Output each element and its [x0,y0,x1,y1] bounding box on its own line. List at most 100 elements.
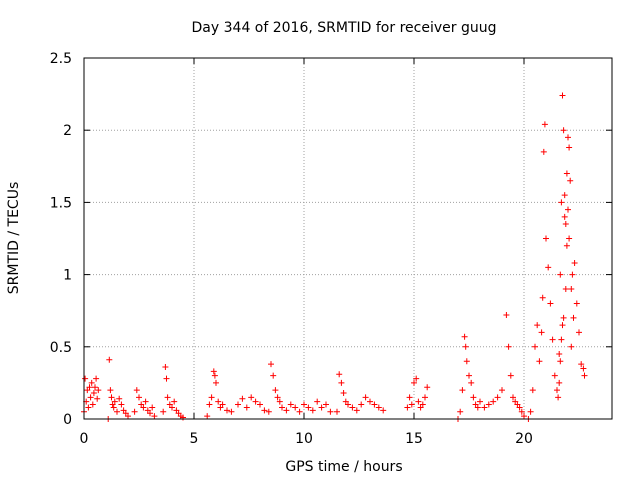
data-point [375,404,382,411]
x-tick-label: 0 [80,431,89,447]
data-point [252,398,259,405]
data-point [474,404,481,411]
data-point [459,387,466,394]
data-point [540,148,547,155]
data-point [93,375,100,382]
data-point [578,361,585,368]
plot-frame [83,57,613,420]
data-point [149,404,156,411]
data-point [243,404,250,411]
data-point [353,407,360,414]
data-point [499,387,505,394]
data-point [547,300,554,307]
data-point [556,379,563,386]
y-tick-label: 0 [63,412,72,428]
data-point [551,372,558,379]
data-point [301,401,307,408]
data-point [92,384,98,391]
data-point [569,271,576,278]
data-point [562,286,569,293]
data-point [566,144,573,151]
data-point [404,404,411,411]
data-point [151,413,158,420]
data-point [507,372,514,379]
data-point [505,343,512,350]
data-point [248,394,255,401]
data-point [215,398,222,405]
x-tick-label: 5 [190,431,199,447]
data-point [503,312,510,319]
data-point [565,134,571,141]
data-point [462,343,469,350]
data-point [580,365,587,372]
data-point [463,358,470,365]
data-point [180,414,186,421]
data-point [539,294,546,301]
data-point [380,407,387,414]
data-point [565,206,571,213]
data-point [272,387,279,394]
data-point [136,394,142,401]
data-point [309,407,316,414]
data-point [257,401,263,408]
data-point [470,394,477,401]
data-point [219,401,226,408]
data-point [296,408,303,415]
data-point [114,408,120,415]
data-point [532,343,538,350]
data-point [413,375,420,382]
data-point [538,329,545,336]
data-point [287,401,294,408]
data-point [162,364,169,371]
tick-labels: 0 5 10 15 20 0 0.5 1 1.5 2 2.5 [50,51,533,447]
data-point [171,398,178,405]
data-point [510,394,516,401]
data-point [559,322,566,329]
data-point [292,404,299,411]
data-point [559,92,566,99]
data-point [95,387,102,394]
data-point [477,398,483,405]
x-tick-label: 15 [405,431,423,447]
data-point [314,398,321,405]
data-point [457,408,464,415]
data-point [468,379,475,386]
data-point [560,127,567,134]
data-point [116,395,123,402]
data-point [228,408,235,415]
data-point [87,394,94,401]
data-point [270,372,277,379]
data-point [560,314,567,321]
data-point [529,387,536,394]
data-point [140,404,147,411]
data-point [118,401,125,408]
data-point [204,413,211,420]
data-point [108,394,115,401]
data-point [554,387,560,394]
data-point [466,372,472,379]
y-tick-label: 1 [63,268,72,284]
data-point [340,390,347,397]
data-point [86,384,93,391]
data-point [349,404,356,411]
y-tick-label: 1.5 [50,195,72,211]
data-point [415,398,422,405]
data-point [541,121,548,128]
data-point [133,387,140,394]
data-point [481,404,488,411]
data-point [561,192,568,199]
data-point [581,372,588,379]
data-point [576,329,582,336]
y-axis-label: SRMTID / TECUs [6,182,22,295]
data-point [268,361,274,368]
data-point [563,242,570,249]
data-point [570,314,577,321]
data-point [283,407,290,414]
data-point [367,398,373,405]
data-point [358,401,365,408]
data-point [567,177,574,184]
data-point [338,379,345,386]
data-point [239,395,246,402]
data-point [261,407,268,414]
data-point [573,300,580,307]
